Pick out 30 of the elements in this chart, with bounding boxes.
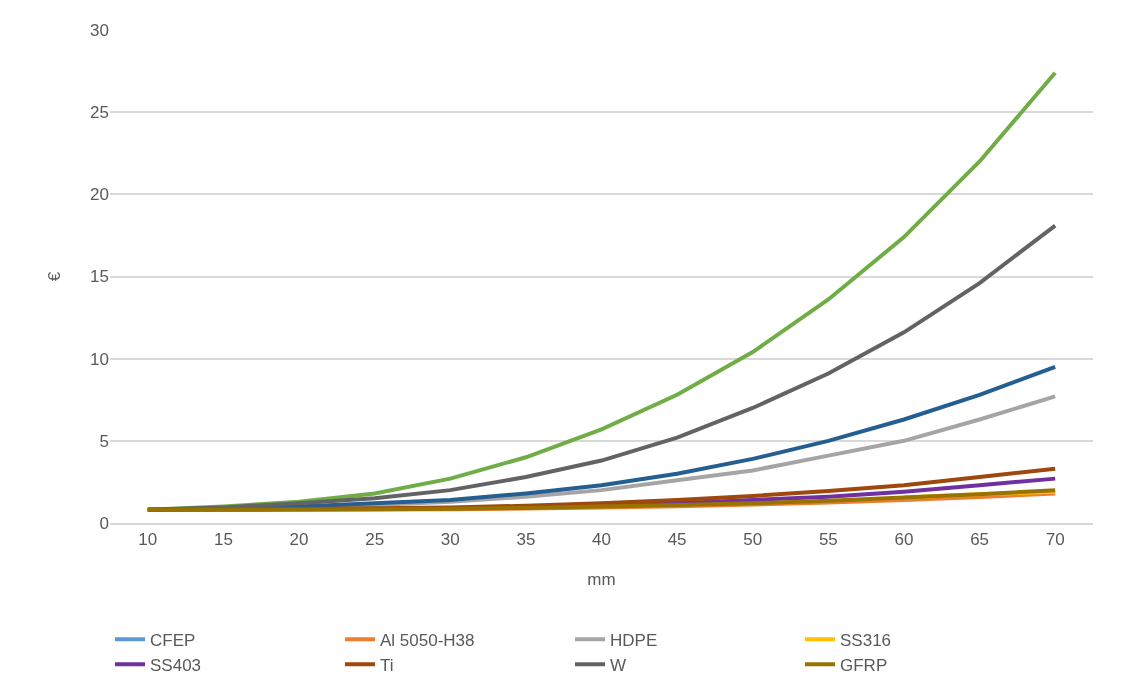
y-tick-label: 0	[99, 513, 109, 533]
y-axis-title: €	[44, 271, 64, 282]
y-tick-label: 5	[99, 431, 109, 451]
legend-label: Al 5050-H38	[380, 630, 475, 650]
legend-label: SS316	[840, 630, 892, 650]
x-tick-label: 55	[818, 530, 838, 550]
legend-label: HDPE	[610, 630, 658, 650]
legend-label: GFRP	[840, 655, 888, 675]
x-tick-label: 60	[894, 530, 914, 550]
legend-label: Ti	[380, 655, 394, 675]
x-tick-label: 65	[970, 530, 990, 550]
y-tick-label: 30	[90, 20, 109, 40]
legend-label: SS403	[150, 655, 202, 675]
x-tick-label: 25	[365, 530, 385, 550]
x-tick-label: 30	[440, 530, 460, 550]
x-tick-label: 70	[1045, 530, 1065, 550]
y-tick-label: 15	[90, 267, 109, 287]
x-tick-label: 40	[592, 530, 611, 550]
y-tick-label: 10	[90, 349, 109, 369]
y-tick-label: 20	[90, 185, 109, 205]
x-axis-title: mm	[587, 569, 616, 589]
y-tick-label: 25	[90, 103, 109, 123]
x-tick-label: 15	[213, 530, 233, 550]
legend-label: CFEP	[150, 630, 196, 650]
x-tick-label: 45	[667, 530, 687, 550]
x-tick-label: 50	[743, 530, 763, 550]
x-tick-label: 20	[289, 530, 309, 550]
x-tick-label: 10	[138, 530, 158, 550]
x-tick-label: 35	[516, 530, 536, 550]
legend-label: W	[610, 655, 627, 675]
